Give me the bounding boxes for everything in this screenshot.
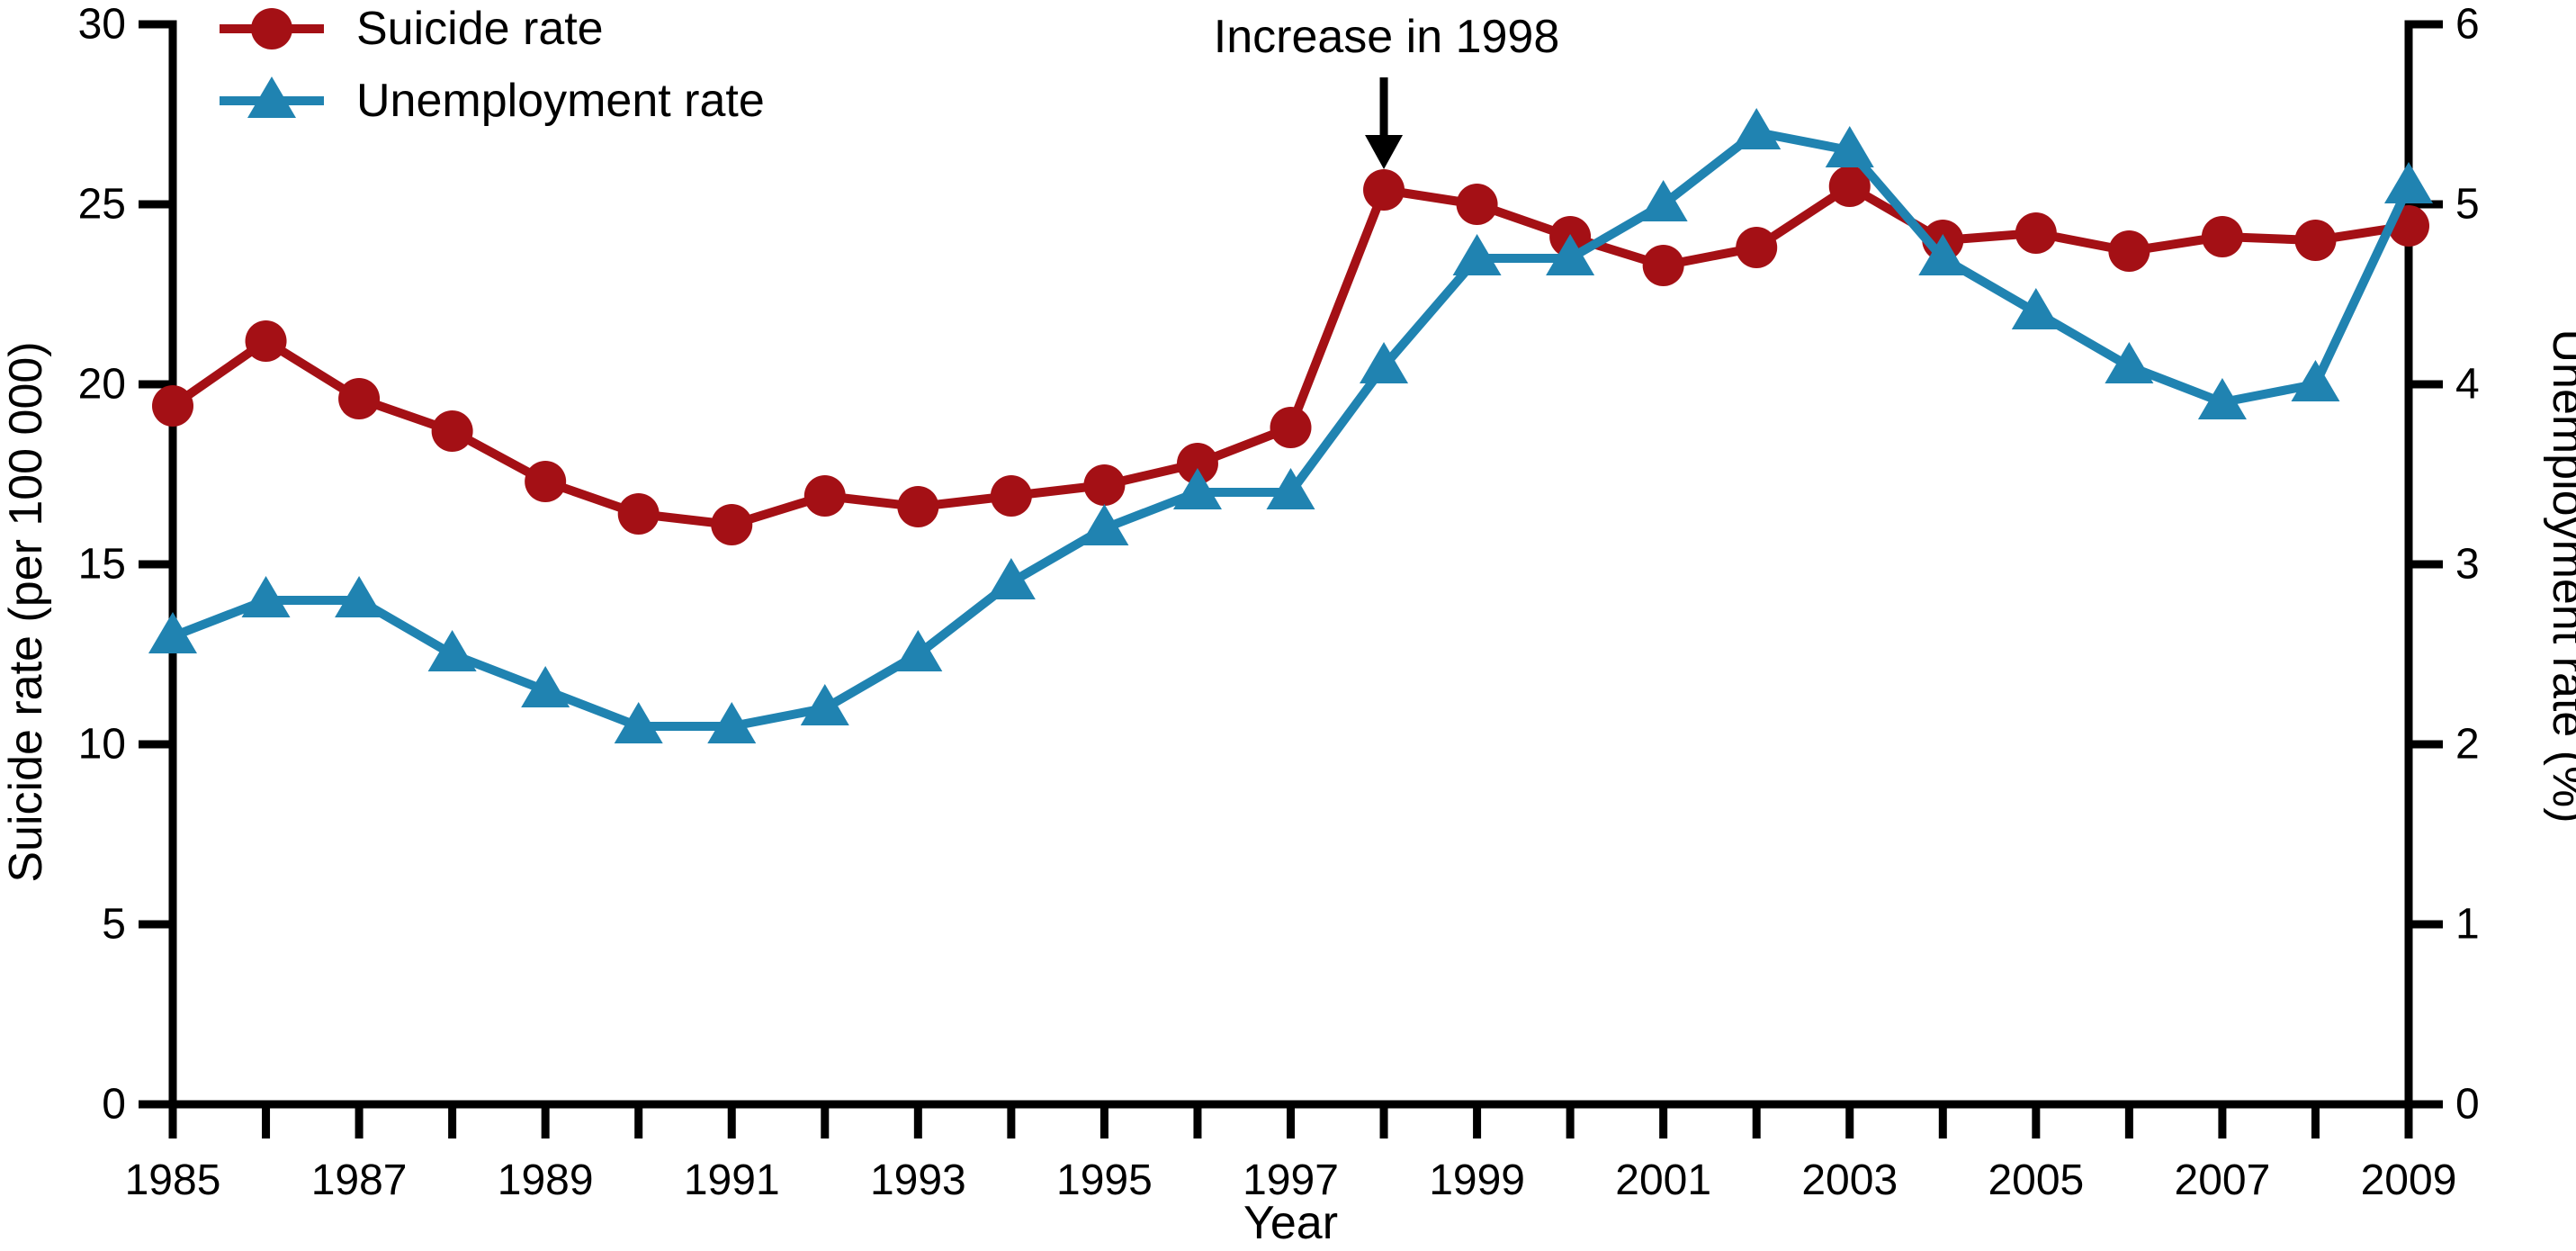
x-axis-tick-label: 1989 (498, 1156, 594, 1204)
suicide-rate-marker (1176, 443, 1218, 484)
unemployment-rate-marker (1080, 504, 1129, 545)
unemployment-rate-marker (1172, 468, 1222, 509)
suicide-rate-marker (431, 410, 473, 452)
legend: Suicide rate Unemployment rate (220, 3, 765, 127)
suicide-rate-marker (1642, 245, 1684, 286)
suicide-rate-marker (1736, 227, 1778, 268)
suicide-rate-marker (245, 320, 287, 362)
suicide-rate-marker (990, 475, 1032, 517)
right-axis-tick-label: 2 (2455, 721, 2480, 769)
series-unemployment-rate (148, 108, 2433, 743)
left-axis-tick-label: 10 (78, 721, 126, 769)
unemployment-rate-marker (521, 666, 570, 707)
left-axis-tick-label: 0 (102, 1081, 126, 1129)
right-axis-tick-label: 5 (2455, 181, 2480, 229)
unemployment-rate-marker (247, 76, 296, 118)
unemployment-rate-marker (614, 702, 663, 743)
unemployment-rate-marker (1452, 234, 1502, 275)
unemployment-rate-marker (241, 576, 291, 617)
suicide-rate-marker (2201, 216, 2243, 257)
x-axis-tick-label: 1985 (125, 1156, 221, 1204)
suicide-rate-marker (2108, 230, 2150, 272)
unemployment-rate-marker (2384, 162, 2433, 203)
left-axis-title: Suicide rate (per 100 000) (0, 341, 52, 882)
x-axis-tick-label: 1997 (1243, 1156, 1339, 1204)
legend-item-unemployment-rate: Unemployment rate (220, 75, 765, 127)
suicide-rate-marker (2294, 220, 2337, 261)
legend-label-suicide-rate: Suicide rate (356, 3, 604, 55)
right-axis-tick-label: 0 (2455, 1081, 2480, 1129)
unemployment-rate-marker (335, 576, 384, 617)
series-suicide-rate (152, 166, 2429, 545)
legend-label-unemployment-rate: Unemployment rate (356, 75, 765, 127)
suicide-rate-marker (1456, 184, 1498, 225)
right-axis-tick-label: 3 (2455, 541, 2480, 589)
left-axis-tick-label: 5 (102, 901, 126, 949)
unemployment-rate-marker (2011, 288, 2060, 329)
x-axis-tick-label: 1987 (311, 1156, 408, 1204)
x-axis-tick-label: 2005 (1988, 1156, 2084, 1204)
suicide-rate-marker (617, 493, 660, 535)
unemployment-rate-marker (1360, 342, 1409, 383)
unemployment-rate-marker (2197, 378, 2247, 419)
right-axis-tick-label: 1 (2455, 901, 2480, 949)
x-axis-tick-label: 2009 (2361, 1156, 2457, 1204)
suicide-rate-marker (525, 461, 567, 502)
x-axis-tick-label: 2003 (1801, 1156, 1898, 1204)
legend-item-suicide-rate: Suicide rate (220, 3, 604, 55)
left-axis-tick-label: 30 (78, 1, 126, 49)
left-axis-tick-label: 20 (78, 361, 126, 409)
right-axis-tick-label: 4 (2455, 361, 2480, 409)
annotation-arrow-head (1365, 135, 1404, 169)
unemployment-rate-marker (1918, 234, 1968, 275)
suicide-rate-marker (338, 378, 381, 419)
unemployment-rate-marker (707, 702, 757, 743)
unemployment-rate-marker (1546, 234, 1595, 275)
unemployment-rate-marker (1266, 468, 1315, 509)
right-axis-title: Unemployment rate (%) (2543, 328, 2576, 823)
suicide-rate-marker (1270, 407, 1312, 448)
annotation-text: Increase in 1998 (1214, 11, 1560, 63)
x-axis-tick-label: 1999 (1429, 1156, 1525, 1204)
unemployment-rate-marker (2105, 342, 2154, 383)
unemployment-rate-marker (2291, 360, 2340, 401)
suicide-rate-marker (897, 486, 939, 527)
x-axis-tick-label: 2007 (2175, 1156, 2271, 1204)
unemployment-rate-marker (986, 558, 1036, 599)
x-axis-tick-label: 1995 (1056, 1156, 1153, 1204)
suicide-rate-marker (803, 475, 846, 517)
suicide-rate-marker (1083, 464, 1126, 506)
left-axis-tick-label: 25 (78, 181, 126, 229)
suicide-rate-marker (152, 385, 193, 427)
x-axis-tick-label: 2001 (1615, 1156, 1711, 1204)
unemployment-rate-marker (427, 630, 477, 671)
unemployment-rate-marker (148, 612, 197, 653)
unemployment-rate-marker (800, 684, 849, 725)
suicide-rate-marker (711, 504, 753, 545)
x-axis-title: Year (1243, 1197, 1338, 1249)
annotation-increase-1998: Increase in 1998 (1214, 11, 1560, 169)
x-axis-tick-label: 1993 (870, 1156, 966, 1204)
x-axis-tick-label: 1991 (684, 1156, 780, 1204)
suicide-rate-marker (2015, 212, 2057, 254)
unemployment-rate-marker (1825, 126, 1874, 167)
suicide-rate-marker (1363, 169, 1405, 211)
unemployment-rate-marker (893, 630, 943, 671)
right-axis-tick-label: 6 (2455, 1, 2480, 49)
suicide-rate-marker (251, 8, 292, 50)
left-axis-tick-label: 15 (78, 541, 126, 589)
unemployment-rate-marker (1638, 180, 1688, 221)
suicide-rate-marker (1828, 166, 1871, 207)
unemployment-rate-marker (1732, 108, 1782, 149)
